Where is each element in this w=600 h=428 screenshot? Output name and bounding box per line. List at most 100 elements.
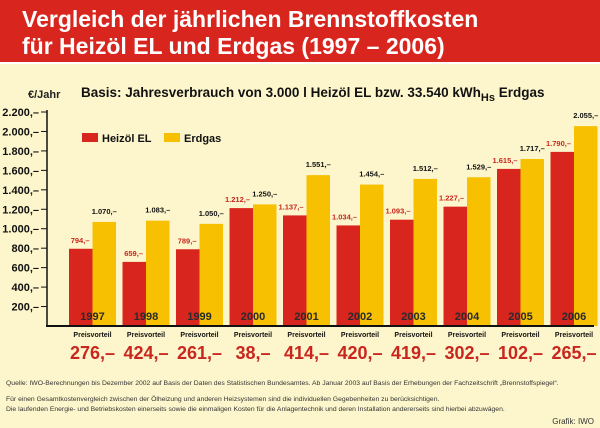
legend-swatch-heizoel bbox=[82, 133, 98, 142]
value-label-heizoel: 1.093,– bbox=[385, 207, 410, 216]
advantage-value: 276,– bbox=[70, 343, 115, 363]
x-tick-label: 2002 bbox=[348, 311, 372, 323]
y-tick-label: 1.000,– bbox=[2, 224, 39, 236]
bar-erdgas bbox=[360, 184, 384, 326]
footer-note-1: Für einen Gesamtkostenvergleich zwischen… bbox=[6, 395, 439, 403]
value-label-heizoel: 1.212,– bbox=[225, 195, 250, 204]
legend-label-heizoel: Heizöl EL bbox=[102, 133, 152, 145]
advantage-label: Preisvorteil bbox=[448, 332, 486, 339]
bar-erdgas bbox=[253, 204, 277, 326]
advantage-value: 414,– bbox=[284, 343, 329, 363]
value-label-erdgas: 1.551,– bbox=[306, 160, 331, 169]
header-band bbox=[0, 0, 600, 62]
y-tick-label: 1.800,– bbox=[2, 146, 39, 158]
value-label-erdgas: 1.529,– bbox=[466, 162, 491, 171]
value-label-erdgas: 1.083,– bbox=[145, 206, 170, 215]
bar-erdgas bbox=[306, 175, 330, 326]
value-label-erdgas: 1.250,– bbox=[252, 189, 277, 198]
advantage-label: Preisvorteil bbox=[73, 332, 111, 339]
x-tick-label: 1997 bbox=[80, 311, 104, 323]
value-label-heizoel: 1.034,– bbox=[332, 212, 357, 221]
advantage-label: Preisvorteil bbox=[394, 332, 432, 339]
advantage-value: 419,– bbox=[391, 343, 436, 363]
advantage-label: Preisvorteil bbox=[180, 332, 218, 339]
title-line-2: für Heizöl EL und Erdgas (1997 – 2006) bbox=[22, 33, 445, 59]
y-tick-label: 400,– bbox=[11, 282, 39, 294]
value-label-heizoel: 1.227,– bbox=[439, 194, 464, 203]
y-axis: 200,– 400,– 600,– 800,– 1.000,– 1.200,– 1.400,… bbox=[2, 107, 47, 314]
bar-erdgas bbox=[199, 223, 223, 326]
price-advantage-row: Preisvorteil 276,– Preisvorteil 424,– Preisv… bbox=[70, 332, 597, 363]
advantage-label: Preisvorteil bbox=[501, 332, 539, 339]
x-tick-label: 1999 bbox=[187, 311, 211, 323]
x-tick-label: 1998 bbox=[134, 311, 158, 323]
bar-heizoel bbox=[283, 215, 307, 326]
legend-swatch-erdgas bbox=[164, 133, 180, 142]
y-tick-label: 200,– bbox=[11, 302, 39, 314]
chart-subtitle: Basis: Jahresverbrauch von 3.000 l Heizö… bbox=[81, 85, 545, 104]
bar-heizoel bbox=[497, 168, 521, 326]
y-tick-label: 1.600,– bbox=[2, 165, 39, 177]
x-tick-label: 2004 bbox=[455, 311, 480, 323]
y-tick-label: 1.200,– bbox=[2, 204, 39, 216]
header-divider bbox=[0, 62, 600, 64]
footer-note-2: Die laufenden Energie- und Betriebskoste… bbox=[6, 406, 505, 413]
advantage-label: Preisvorteil bbox=[234, 332, 272, 339]
bar-heizoel bbox=[122, 261, 146, 326]
value-label-erdgas: 1.717,– bbox=[520, 144, 545, 153]
bar-heizoel bbox=[176, 249, 200, 326]
value-label-erdgas: 1.454,– bbox=[359, 170, 384, 179]
bar-heizoel bbox=[336, 225, 360, 326]
bar-heizoel bbox=[443, 206, 467, 326]
advantage-label: Preisvorteil bbox=[287, 332, 325, 339]
advantage-value: 424,– bbox=[123, 343, 168, 363]
y-tick-label: 1.400,– bbox=[2, 185, 39, 197]
bar-heizoel bbox=[69, 248, 93, 326]
advantage-value: 420,– bbox=[337, 343, 382, 363]
value-label-erdgas: 1.512,– bbox=[413, 164, 438, 173]
advantage-value: 261,– bbox=[177, 343, 222, 363]
y-tick-label: 800,– bbox=[11, 243, 39, 255]
footer-source: Quelle: IWO-Berechnungen bis Dezember 20… bbox=[6, 380, 559, 387]
y-tick-label: 600,– bbox=[11, 263, 39, 275]
bar-erdgas bbox=[520, 158, 544, 326]
advantage-label: Preisvorteil bbox=[127, 332, 165, 339]
value-label-erdgas: 1.050,– bbox=[199, 209, 224, 218]
footer-credit: Grafik: IWO bbox=[552, 417, 594, 426]
advantage-value: 102,– bbox=[498, 343, 543, 363]
bars: 794,– 1.070,– 1997 659,– 1.083,– 1998 789,– 1.0… bbox=[69, 111, 598, 326]
x-tick-label: 2000 bbox=[241, 311, 265, 323]
value-label-heizoel: 1.137,– bbox=[278, 202, 303, 211]
bar-erdgas bbox=[574, 126, 598, 326]
y-tick-label: 2.200,– bbox=[2, 107, 39, 119]
advantage-label: Preisvorteil bbox=[341, 332, 379, 339]
bar-heizoel bbox=[550, 151, 574, 326]
advantage-value: 38,– bbox=[235, 343, 270, 363]
bar-erdgas bbox=[413, 178, 437, 326]
legend-label-erdgas: Erdgas bbox=[184, 133, 221, 145]
advantage-label: Preisvorteil bbox=[555, 332, 593, 339]
y-axis-label: €/Jahr bbox=[28, 89, 61, 101]
advantage-value: 265,– bbox=[551, 343, 596, 363]
bar-heizoel bbox=[390, 219, 414, 326]
x-tick-label: 2003 bbox=[401, 311, 425, 323]
advantage-value: 302,– bbox=[444, 343, 489, 363]
bar-erdgas bbox=[467, 177, 491, 326]
value-label-erdgas: 1.070,– bbox=[92, 207, 117, 216]
value-label-erdgas: 2.055,– bbox=[573, 111, 598, 120]
y-tick-label: 2.000,– bbox=[2, 126, 39, 138]
value-label-heizoel: 789,– bbox=[178, 236, 197, 245]
title-line-1: Vergleich der jährlichen Brennstoffkoste… bbox=[22, 6, 478, 32]
x-tick-label: 2001 bbox=[294, 311, 318, 323]
value-label-heizoel: 659,– bbox=[124, 249, 143, 258]
value-label-heizoel: 1.790,– bbox=[546, 139, 571, 148]
x-tick-label: 2006 bbox=[562, 311, 586, 323]
value-label-heizoel: 1.615,– bbox=[492, 156, 517, 165]
bar-erdgas bbox=[92, 221, 116, 326]
bar-heizoel bbox=[229, 208, 253, 326]
value-label-heizoel: 794,– bbox=[71, 236, 90, 245]
legend: Heizöl EL Erdgas bbox=[82, 133, 221, 145]
x-tick-label: 2005 bbox=[508, 311, 532, 323]
bar-erdgas bbox=[146, 220, 170, 326]
